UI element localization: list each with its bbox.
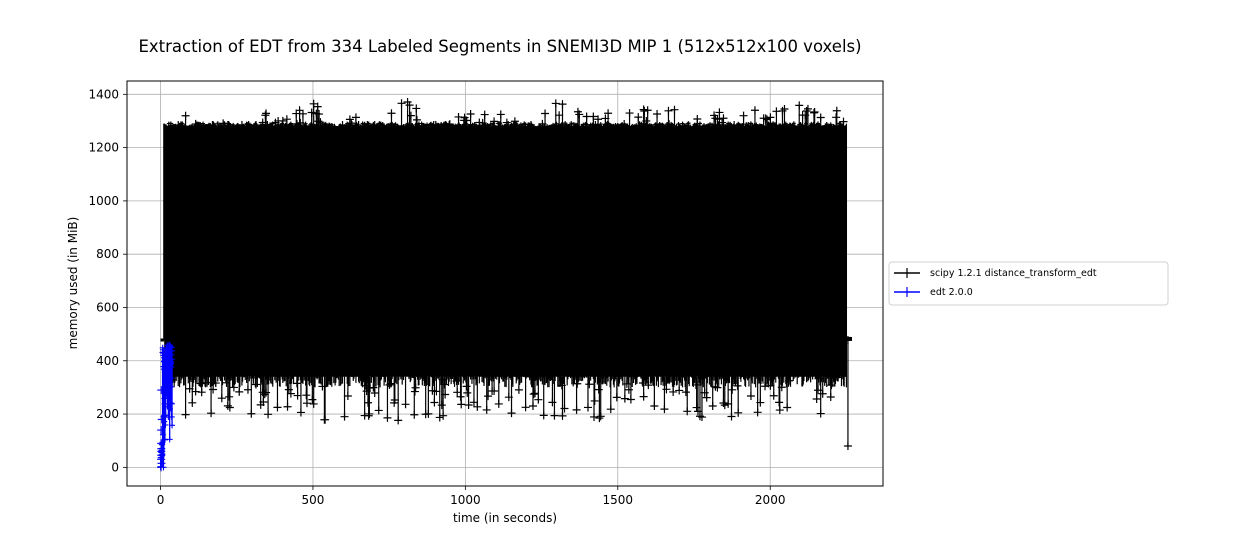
- legend: scipy 1.2.1 distance_transform_edt edt 2…: [888, 261, 1169, 306]
- y-tick-label: 0: [111, 460, 119, 474]
- y-tick-label: 200: [96, 407, 119, 421]
- plus-marker-icon: [166, 98, 852, 451]
- series-scipy: [160, 98, 853, 451]
- chart-title: Extraction of EDT from 334 Labeled Segme…: [138, 37, 861, 56]
- x-tick-label: 500: [301, 493, 324, 507]
- x-axis-ticks: 0 500 1000 1500 2000: [157, 486, 786, 507]
- plot-series: [157, 98, 853, 472]
- legend-box: [888, 261, 1169, 306]
- x-tick-label: 1000: [450, 493, 481, 507]
- y-tick-label: 1200: [88, 141, 119, 155]
- legend-item-edt: edt 2.0.0: [894, 287, 973, 298]
- y-axis-ticks: 0 200 400 600 800 1000 1200 1400: [88, 87, 127, 474]
- y-tick-label: 600: [96, 300, 119, 314]
- series-edt: [157, 341, 176, 472]
- x-tick-label: 1500: [603, 493, 634, 507]
- x-axis-label: time (in seconds): [453, 511, 557, 525]
- scipy-oscillation-body: [164, 126, 847, 377]
- legend-item-scipy: scipy 1.2.1 distance_transform_edt: [894, 268, 1097, 279]
- plot-area-frame: [126, 80, 884, 487]
- legend-label-edt: edt 2.0.0: [930, 287, 973, 298]
- x-tick-label: 2000: [755, 493, 786, 507]
- y-tick-label: 1400: [88, 87, 119, 101]
- y-axis-label: memory used (in MiB): [66, 217, 80, 350]
- y-tick-label: 400: [96, 354, 119, 368]
- y-tick-label: 1000: [88, 194, 119, 208]
- y-tick-label: 800: [96, 247, 119, 261]
- plus-marker-icon: [157, 341, 176, 472]
- legend-label-scipy: scipy 1.2.1 distance_transform_edt: [930, 268, 1097, 279]
- x-tick-label: 0: [157, 493, 165, 507]
